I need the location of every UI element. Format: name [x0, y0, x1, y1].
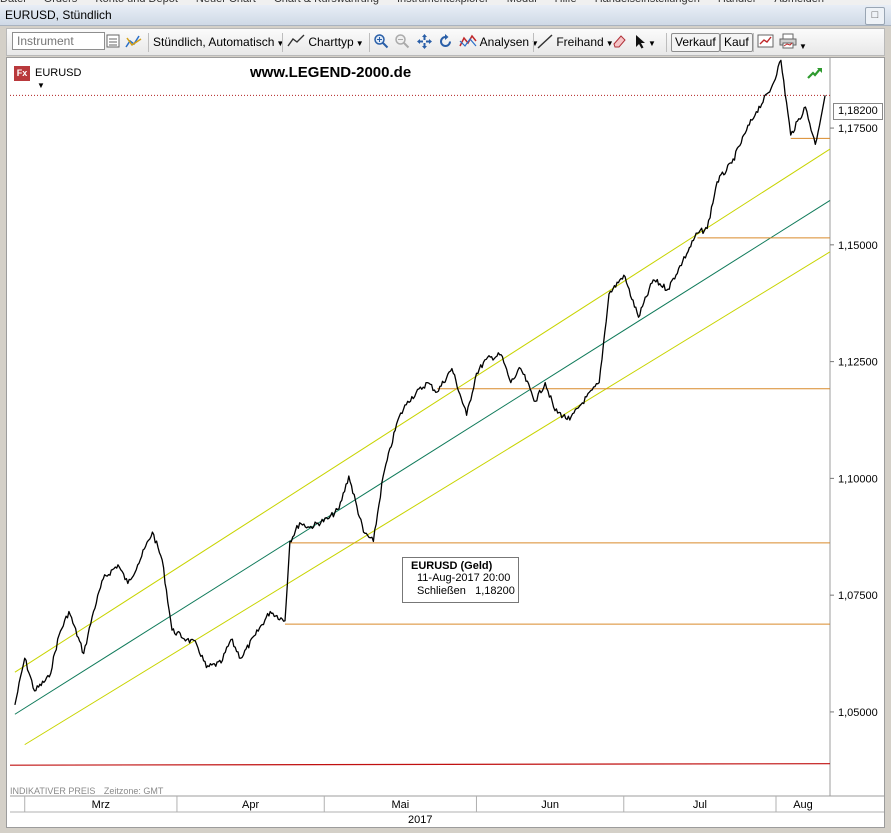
window-title: EURUSD, Stündlich — [5, 8, 112, 22]
y-tick-label: 1,10000 — [838, 473, 878, 485]
y-tick-label: 1,05000 — [838, 707, 878, 719]
chevron-down-icon: ▼ — [355, 39, 364, 48]
period-label: Stündlich, — [153, 35, 206, 49]
cursor-icon — [636, 35, 645, 49]
sell-button[interactable]: Verkauf — [671, 33, 720, 52]
draw-line-icon — [537, 34, 553, 49]
zoom-out-icon[interactable] — [394, 33, 410, 52]
menu-item[interactable]: Modul — [507, 0, 537, 5]
autoscale-icon[interactable] — [416, 33, 433, 52]
instrument-list-icon[interactable] — [106, 33, 120, 52]
charttype-dropdown[interactable]: Charttyp ▼ — [287, 33, 364, 52]
tooltip-title: EURUSD (Geld) — [411, 560, 493, 572]
menu-item[interactable]: Neuer Chart — [196, 0, 256, 5]
period-mode: Automatisch — [208, 35, 275, 49]
zoom-in-icon[interactable] — [373, 33, 389, 52]
y-tick-label: 1,12500 — [838, 357, 878, 369]
freihand-label: Freihand — [556, 35, 604, 49]
chart-settings-icon[interactable] — [757, 33, 775, 52]
analysen-label: Analysen — [479, 35, 530, 49]
menu-item[interactable]: Orders — [44, 0, 78, 5]
analysis-icon — [459, 34, 477, 47]
tooltip-close-label: Schließen — [417, 585, 466, 597]
menu-item[interactable]: Datei — [0, 0, 26, 5]
instrument-name: EURUSD — [35, 67, 82, 79]
chevron-down-icon: ▼ — [531, 39, 539, 48]
month-label: Mrz — [92, 799, 110, 811]
timezone-label: Zeitzone: GMT — [103, 786, 164, 796]
indicator-icon[interactable] — [125, 33, 143, 52]
fx-icon: Fx — [14, 66, 30, 81]
menu-item[interactable]: Konto und Depot — [95, 0, 178, 5]
price-line — [14, 59, 826, 706]
y-tick-label: 1,07500 — [838, 590, 878, 602]
instrument-input[interactable] — [12, 32, 105, 50]
month-label: Jul — [693, 799, 707, 811]
month-label: Apr — [242, 799, 259, 811]
channel-line-middle — [14, 200, 831, 715]
menu-item[interactable]: Abmelden — [774, 0, 824, 5]
chevron-down-icon: ▼ — [799, 42, 807, 51]
refresh-icon[interactable] — [437, 33, 454, 52]
chevron-down-icon: ▼ — [276, 39, 285, 48]
current-price-tag: 1,18200 — [833, 103, 883, 120]
chevron-down-icon: ▼ — [648, 39, 656, 48]
line-chart-icon — [287, 34, 305, 47]
print-icon[interactable]: ▼ — [779, 33, 807, 52]
channel-line-upper — [14, 148, 831, 673]
window-titlebar: EURUSD, Stündlich □ — [0, 5, 891, 26]
channel-line-lower — [24, 251, 831, 746]
period-dropdown[interactable]: Stündlich, Automatisch ▼ — [153, 33, 284, 52]
tooltip-datetime: 11-Aug-2017 20:00 — [417, 572, 511, 584]
y-tick-label: 1,15000 — [838, 240, 878, 252]
y-tick-label: 1,17500 — [838, 123, 878, 135]
chevron-down-icon: ▼ — [605, 39, 614, 48]
chevron-down-icon: ▼ — [37, 81, 45, 90]
freihand-dropdown[interactable]: Freihand ▼ — [537, 33, 614, 52]
chart-toolbar: Stündlich, Automatisch▼ Charttyp▼ Analys… — [6, 28, 885, 56]
menu-item[interactable]: Chart & Kurswahrung — [274, 0, 379, 5]
charttype-label: Charttyp — [308, 35, 354, 49]
price-tooltip: EURUSD (Geld) 11-Aug-2017 20:00 Schließe… — [402, 557, 519, 603]
menu-item[interactable]: Handelseinstellungen — [595, 0, 700, 5]
bottom-line — [9, 763, 831, 766]
trend-up-icon — [807, 66, 823, 83]
footer-note: INDIKATIVER PREIS Zeitzone: GMT — [10, 786, 163, 796]
maximize-icon[interactable]: □ — [865, 7, 885, 25]
menu-item[interactable]: Instrumentexplorer — [397, 0, 489, 5]
cursor-dropdown[interactable]: ▼ — [634, 33, 656, 52]
menu-item[interactable]: Händler — [718, 0, 757, 5]
month-label: Mai — [391, 799, 409, 811]
menu-item[interactable]: Hilfe — [555, 0, 577, 5]
eraser-icon[interactable] — [611, 33, 627, 52]
buy-button[interactable]: Kauf — [720, 33, 753, 52]
month-label: Aug — [793, 799, 813, 811]
analysen-dropdown[interactable]: Analysen ▼ — [459, 33, 539, 52]
indicative-price-label: INDIKATIVER PREIS — [10, 786, 96, 796]
year-label: 2017 — [408, 814, 433, 826]
month-label: Jun — [541, 799, 559, 811]
watermark: www.LEGEND-2000.de — [250, 64, 412, 81]
tooltip-close-value: 1,18200 — [475, 585, 515, 597]
